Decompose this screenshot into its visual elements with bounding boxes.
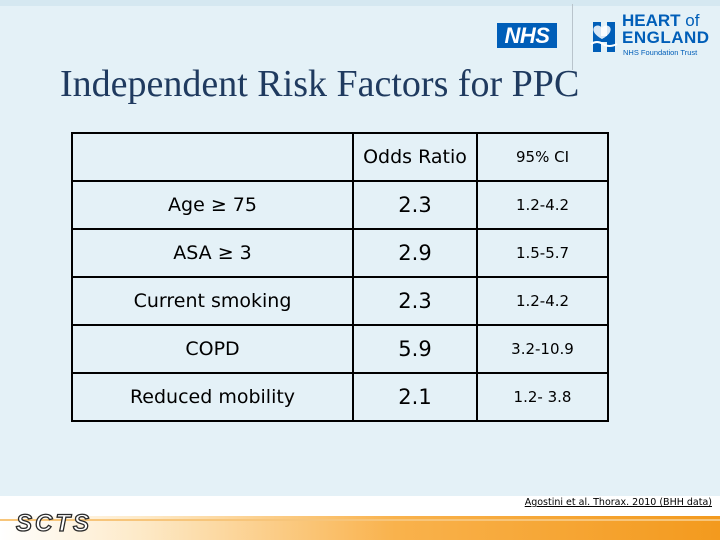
scts-logo: SCTS <box>15 509 93 537</box>
trust-name-heart: HEART of <box>622 11 700 30</box>
table-row: ASA ≥ 3 2.9 1.5-5.7 <box>71 228 609 278</box>
trust-subtitle: NHS Foundation Trust <box>623 48 698 57</box>
factor-cell: ASA ≥ 3 <box>71 228 354 278</box>
slide-title: Independent Risk Factors for PPC <box>60 63 580 105</box>
factor-cell: COPD <box>71 324 354 374</box>
ci-cell: 3.2-10.9 <box>476 324 609 374</box>
table-row: COPD 5.9 3.2-10.9 <box>71 324 609 374</box>
odds-ratio-cell: 2.3 <box>352 180 478 230</box>
odds-ratio-cell: 2.9 <box>352 228 478 278</box>
trust-emblem-icon <box>590 22 618 52</box>
table-row: Current smoking 2.3 1.2-4.2 <box>71 276 609 326</box>
factor-cell: Age ≥ 75 <box>71 180 354 230</box>
ci-cell: 1.2-4.2 <box>476 180 609 230</box>
table-row: Reduced mobility 2.1 1.2- 3.8 <box>71 372 609 422</box>
ci-cell: 1.2- 3.8 <box>476 372 609 422</box>
footer-line <box>0 519 720 521</box>
logo-divider <box>572 4 573 70</box>
factor-cell: Reduced mobility <box>71 372 354 422</box>
trust-name-england: ENGLAND <box>622 28 710 47</box>
ci-cell: 1.5-5.7 <box>476 228 609 278</box>
nhs-logo: NHS <box>497 23 557 48</box>
risk-factors-table: Odds Ratio 95% CI Age ≥ 75 2.3 1.2-4.2 A… <box>71 132 609 422</box>
odds-ratio-cell: 2.3 <box>352 276 478 326</box>
header-factor-cell <box>71 132 354 182</box>
factor-cell: Current smoking <box>71 276 354 326</box>
odds-ratio-cell: 2.1 <box>352 372 478 422</box>
ci-cell: 1.2-4.2 <box>476 276 609 326</box>
citation-link[interactable]: Agostini et al. Thorax. 2010 (BHH data) <box>524 497 712 508</box>
heart-of-england-logo: HEART of ENGLAND NHS Foundation Trust <box>589 11 715 62</box>
header-ci-cell: 95% CI <box>476 132 609 182</box>
odds-ratio-cell: 5.9 <box>352 324 478 374</box>
header-odds-ratio-cell: Odds Ratio <box>352 132 478 182</box>
table-header-row: Odds Ratio 95% CI <box>71 132 609 182</box>
table-row: Age ≥ 75 2.3 1.2-4.2 <box>71 180 609 230</box>
top-stripe <box>0 0 720 6</box>
